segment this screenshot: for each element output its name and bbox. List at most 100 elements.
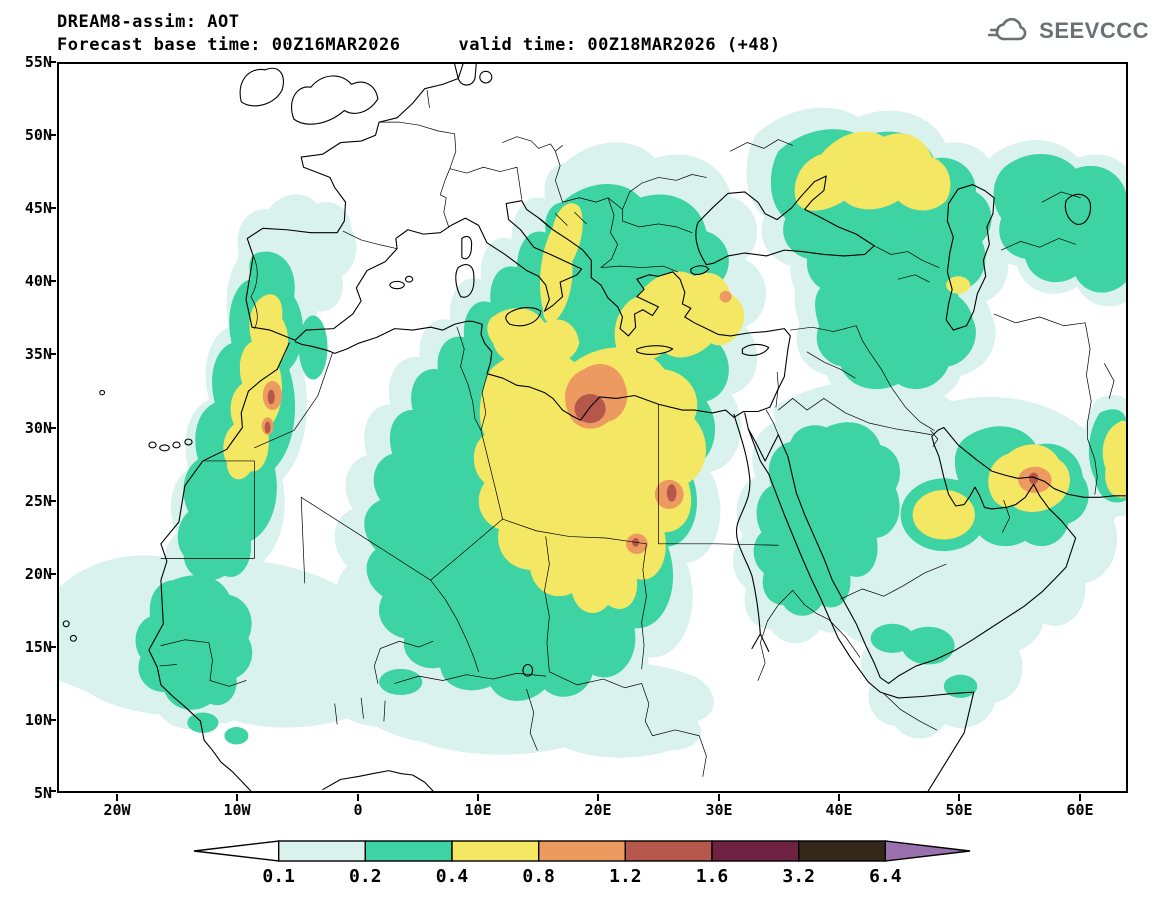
lon-tick-label: 40E <box>825 801 853 819</box>
aot-yellow-sahara <box>473 347 707 613</box>
island-corsica <box>462 237 472 259</box>
lon-tick <box>958 794 960 801</box>
seevccc-logo: SEEVCCC <box>988 16 1149 46</box>
island-cyprus <box>742 344 768 355</box>
lon-tick <box>838 794 840 801</box>
coastline-iran-south <box>944 428 1126 498</box>
legend-arrow-above <box>884 840 971 862</box>
island-mallorca <box>390 281 404 288</box>
aot-yellow-tunisia <box>487 308 580 365</box>
aot-red-morocco <box>267 389 275 405</box>
lon-tick-label: 10W <box>223 801 251 819</box>
lon-tick-label: 10E <box>464 801 492 819</box>
cloud-icon <box>988 17 1027 41</box>
coastline-red-sea-west <box>748 429 973 791</box>
lon-tick-label: 0 <box>353 801 363 819</box>
aot-map-canvas <box>59 64 1126 791</box>
denmark <box>455 64 477 85</box>
island <box>70 635 76 641</box>
island <box>480 71 492 83</box>
lat-tick <box>49 280 56 282</box>
lon-tick-label: 20W <box>103 801 131 819</box>
lon-tick <box>477 794 479 801</box>
island-menorca <box>405 276 412 282</box>
aot-yellow-italy <box>539 203 583 323</box>
lat-tick <box>49 134 56 136</box>
lat-tick-label: 20N <box>24 565 52 583</box>
suez-canal <box>745 413 749 429</box>
lat-tick <box>49 353 56 355</box>
legend-swatch-1.2 <box>624 840 713 862</box>
aot-orange-greece <box>719 290 732 303</box>
lat-tick <box>49 500 56 502</box>
island-ireland <box>240 68 283 106</box>
island-sicily <box>506 308 541 326</box>
coastline-black-sea <box>696 176 874 265</box>
lon-tick <box>718 794 720 801</box>
forecast-times: Forecast base time: 00Z16MAR2026 valid t… <box>57 35 781 55</box>
aot-region-sahel-band <box>346 660 714 758</box>
lat-tick <box>49 427 56 429</box>
legend-value: 0.2 <box>349 866 382 887</box>
aot-band-0.4 <box>223 131 1126 613</box>
lat-tick <box>49 646 56 648</box>
country-borders <box>160 90 1114 776</box>
lat-tick-label: 25N <box>24 492 52 510</box>
aot-yellow-morocco <box>223 294 288 480</box>
lat-tick-label: 50N <box>24 126 52 144</box>
legend-value: 3.2 <box>782 866 815 887</box>
coastline-sinai <box>748 429 778 461</box>
aot-band-1.2 <box>264 389 1039 547</box>
island <box>100 390 105 394</box>
aot-spot <box>187 712 219 733</box>
lake-chad <box>523 665 533 677</box>
island-crete <box>637 346 673 355</box>
legend-swatch-0.1 <box>277 840 367 862</box>
coastline-atlantic-europe <box>246 64 463 340</box>
legend-value: 6.4 <box>869 866 902 887</box>
coastline-west-africa <box>149 343 289 791</box>
island <box>173 442 180 448</box>
legend-value: 0.1 <box>262 866 295 887</box>
island <box>149 442 156 448</box>
lat-tick-label: 10N <box>24 711 52 729</box>
aot-red-se-libya <box>666 484 677 502</box>
lat-tick-label: 55N <box>24 53 52 71</box>
legend-value: 0.4 <box>435 866 469 887</box>
lon-tick <box>116 794 118 801</box>
legend-swatch-1.6 <box>711 840 800 862</box>
legend-swatch-0.4 <box>451 840 540 862</box>
aot-red-morocco-s <box>264 421 271 434</box>
lat-tick <box>49 573 56 575</box>
lon-tick <box>1079 794 1081 801</box>
aot-red-gulf <box>1028 472 1039 485</box>
lon-tick-label: 50E <box>945 801 973 819</box>
legend-swatch-3.2 <box>798 840 887 862</box>
lon-tick <box>597 794 599 801</box>
lon-tick <box>236 794 238 801</box>
aot-yellow-russia <box>794 131 951 211</box>
aot-spot <box>224 727 249 745</box>
aot-spot <box>298 315 328 380</box>
lon-tick-label: 20E <box>584 801 612 819</box>
lat-tick <box>49 790 56 792</box>
legend-value: 1.6 <box>695 866 729 887</box>
legend-swatch-0.2 <box>364 840 453 862</box>
aot-spot <box>901 626 955 665</box>
coastline-mediterranean <box>295 201 790 421</box>
lat-tick <box>49 719 56 721</box>
legend-arrow-below <box>193 840 280 862</box>
lon-tick <box>357 794 359 801</box>
map-frame <box>57 62 1128 793</box>
legend-swatch-0.8 <box>538 840 627 862</box>
page-title: DREAM8-assim: AOT <box>57 12 240 32</box>
lat-tick-label: 35N <box>24 345 52 363</box>
coastline-arabia <box>778 428 1075 684</box>
lat-tick-label: 15N <box>24 638 52 656</box>
lat-tick-label: 40N <box>24 272 52 290</box>
nile-river <box>734 414 760 634</box>
island-sardinia <box>456 265 474 298</box>
coastline-gulf-of-guinea <box>323 771 433 791</box>
coastlines <box>63 64 1126 791</box>
